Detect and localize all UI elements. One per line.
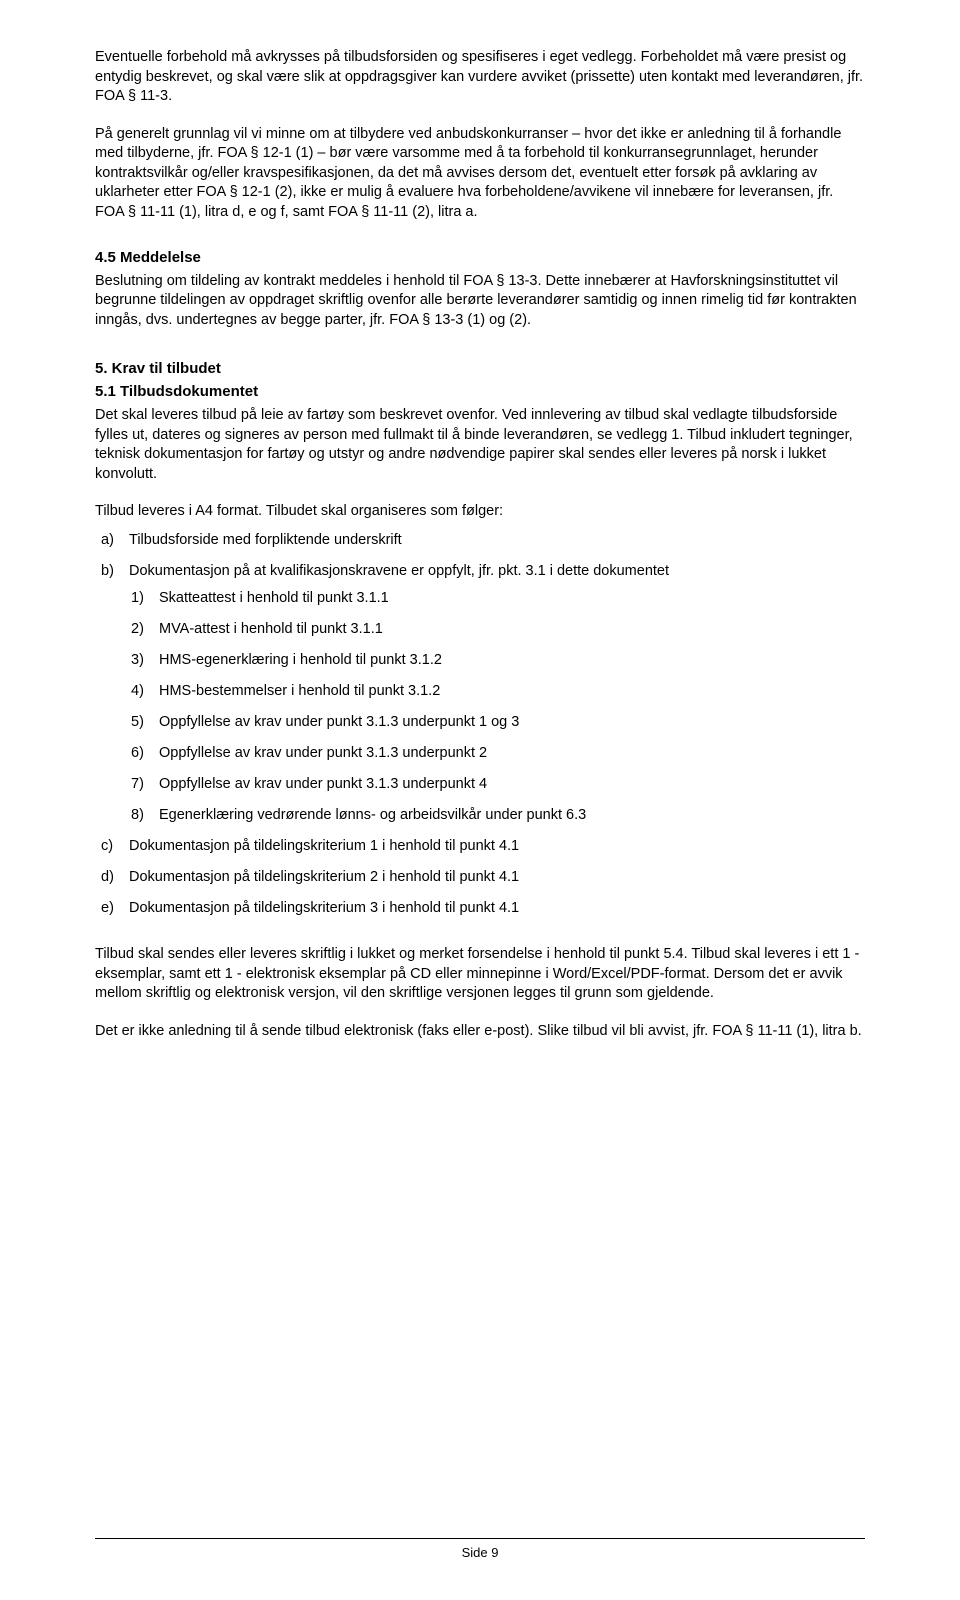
paragraph: Eventuelle forbehold må avkrysses på til…	[95, 48, 865, 107]
list-text: Egenerklæring vedrørende lønns- og arbei…	[159, 807, 586, 823]
heading-4-5: 4.5 Meddelelse	[95, 249, 865, 266]
paragraph: På generelt grunnlag vil vi minne om at …	[95, 125, 865, 223]
ordered-list-numeric: 1)Skatteattest i henhold til punkt 3.1.1…	[129, 588, 865, 826]
list-marker: 6)	[131, 743, 144, 764]
heading-5-1: 5.1 Tilbudsdokumentet	[95, 383, 865, 400]
list-item: 1)Skatteattest i henhold til punkt 3.1.1	[159, 588, 865, 609]
list-marker: 7)	[131, 774, 144, 795]
list-text: HMS-egenerklæring i henhold til punkt 3.…	[159, 652, 442, 668]
list-text: Dokumentasjon på at kvalifikasjonskraven…	[129, 563, 669, 579]
paragraph: Beslutning om tildeling av kontrakt medd…	[95, 272, 865, 331]
list-text: Dokumentasjon på tildelingskriterium 1 i…	[129, 838, 519, 854]
list-marker: b)	[101, 561, 114, 582]
list-marker: d)	[101, 867, 114, 888]
list-item: b)Dokumentasjon på at kvalifikasjonskrav…	[129, 561, 865, 826]
list-item: a)Tilbudsforside med forpliktende unders…	[129, 530, 865, 551]
paragraph: Det er ikke anledning til å sende tilbud…	[95, 1022, 865, 1042]
list-item: 7)Oppfyllelse av krav under punkt 3.1.3 …	[159, 774, 865, 795]
list-marker: a)	[101, 530, 114, 551]
list-text: Oppfyllelse av krav under punkt 3.1.3 un…	[159, 776, 487, 792]
page-number: Side 9	[462, 1545, 499, 1560]
footer-divider	[95, 1538, 865, 1539]
list-text: Dokumentasjon på tildelingskriterium 2 i…	[129, 869, 519, 885]
list-text: Tilbudsforside med forpliktende underskr…	[129, 532, 402, 548]
list-marker: 5)	[131, 712, 144, 733]
list-text: Oppfyllelse av krav under punkt 3.1.3 un…	[159, 714, 519, 730]
list-item: 5)Oppfyllelse av krav under punkt 3.1.3 …	[159, 712, 865, 733]
list-item: 3)HMS-egenerklæring i henhold til punkt …	[159, 650, 865, 671]
list-item: 4)HMS-bestemmelser i henhold til punkt 3…	[159, 681, 865, 702]
heading-5: 5. Krav til tilbudet	[95, 360, 865, 377]
list-marker: 1)	[131, 588, 144, 609]
list-item: 6)Oppfyllelse av krav under punkt 3.1.3 …	[159, 743, 865, 764]
list-text: Dokumentasjon på tildelingskriterium 3 i…	[129, 900, 519, 916]
page: Eventuelle forbehold må avkrysses på til…	[0, 0, 960, 1600]
list-item: e)Dokumentasjon på tildelingskriterium 3…	[129, 898, 865, 919]
list-text: HMS-bestemmelser i henhold til punkt 3.1…	[159, 683, 440, 699]
list-item: 8)Egenerklæring vedrørende lønns- og arb…	[159, 805, 865, 826]
list-marker: 8)	[131, 805, 144, 826]
paragraph: Tilbud leveres i A4 format. Tilbudet ska…	[95, 502, 865, 522]
list-text: MVA-attest i henhold til punkt 3.1.1	[159, 621, 383, 637]
list-item: c)Dokumentasjon på tildelingskriterium 1…	[129, 836, 865, 857]
list-marker: 4)	[131, 681, 144, 702]
paragraph: Det skal leveres tilbud på leie av fartø…	[95, 406, 865, 484]
page-footer: Side 9	[95, 1538, 865, 1560]
list-marker: e)	[101, 898, 114, 919]
list-item: 2)MVA-attest i henhold til punkt 3.1.1	[159, 619, 865, 640]
list-text: Oppfyllelse av krav under punkt 3.1.3 un…	[159, 745, 487, 761]
list-item: d)Dokumentasjon på tildelingskriterium 2…	[129, 867, 865, 888]
list-text: Skatteattest i henhold til punkt 3.1.1	[159, 590, 389, 606]
ordered-list-alpha: a) Tilbudsforside med forpliktende unders…	[95, 530, 865, 919]
list-marker: c)	[101, 836, 113, 857]
list-marker: 2)	[131, 619, 144, 640]
list-marker: 3)	[131, 650, 144, 671]
paragraph: Tilbud skal sendes eller leveres skriftl…	[95, 945, 865, 1004]
